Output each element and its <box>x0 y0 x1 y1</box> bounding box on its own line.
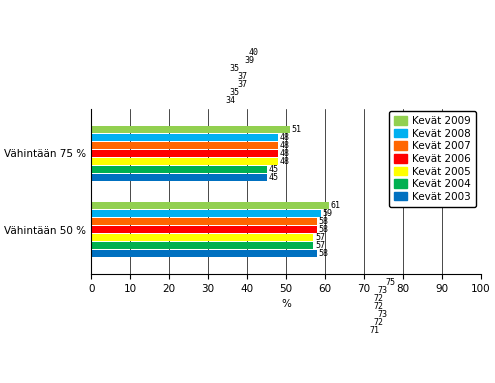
Bar <box>91 73 236 81</box>
Text: 73: 73 <box>377 309 387 319</box>
Bar <box>91 310 376 318</box>
Text: 61: 61 <box>331 201 341 210</box>
Text: 59: 59 <box>323 209 333 218</box>
Text: 75: 75 <box>385 278 395 286</box>
Bar <box>91 57 243 65</box>
Text: 45: 45 <box>268 165 278 174</box>
Text: 37: 37 <box>237 80 247 90</box>
Text: 48: 48 <box>280 149 290 158</box>
Bar <box>91 89 228 97</box>
Bar <box>91 202 329 210</box>
Bar <box>91 278 384 286</box>
Bar <box>91 134 278 141</box>
Text: 57: 57 <box>315 241 325 250</box>
Text: 35: 35 <box>229 88 239 98</box>
Legend: Kevät 2009, Kevät 2008, Kevät 2007, Kevät 2006, Kevät 2005, Kevät 2004, Kevät 20: Kevät 2009, Kevät 2008, Kevät 2007, Kevä… <box>389 111 476 207</box>
X-axis label: %: % <box>281 299 291 309</box>
Text: 48: 48 <box>280 141 290 150</box>
Text: 40: 40 <box>248 48 259 57</box>
Text: 58: 58 <box>319 249 329 258</box>
Bar <box>91 126 290 133</box>
Bar <box>91 210 321 217</box>
Text: 72: 72 <box>373 293 384 303</box>
Bar <box>91 326 368 334</box>
Bar <box>91 242 313 249</box>
Bar <box>91 318 372 326</box>
Bar <box>91 49 247 57</box>
Bar <box>91 173 267 181</box>
Text: 37: 37 <box>237 72 247 82</box>
Bar <box>91 142 278 149</box>
Text: 72: 72 <box>373 318 384 327</box>
Bar <box>91 158 278 165</box>
Text: 45: 45 <box>268 173 278 182</box>
Text: 35: 35 <box>229 64 239 74</box>
Text: 58: 58 <box>319 225 329 234</box>
Text: 51: 51 <box>292 125 301 134</box>
Text: 48: 48 <box>280 133 290 142</box>
Bar <box>91 250 317 257</box>
Text: 72: 72 <box>373 301 384 311</box>
Text: 57: 57 <box>315 233 325 242</box>
Bar <box>91 150 278 157</box>
Bar <box>91 166 267 173</box>
Bar <box>91 295 372 302</box>
Bar <box>91 65 228 73</box>
Text: 73: 73 <box>377 285 387 295</box>
Text: 58: 58 <box>319 217 329 226</box>
Text: 39: 39 <box>245 56 255 65</box>
Bar <box>91 226 317 233</box>
Text: 48: 48 <box>280 157 290 166</box>
Text: 71: 71 <box>370 326 380 335</box>
Bar <box>91 218 317 225</box>
Text: 34: 34 <box>225 97 235 105</box>
Bar <box>91 286 376 294</box>
Bar <box>91 81 236 88</box>
Bar <box>91 234 313 241</box>
Bar <box>91 97 224 105</box>
Bar <box>91 302 372 310</box>
